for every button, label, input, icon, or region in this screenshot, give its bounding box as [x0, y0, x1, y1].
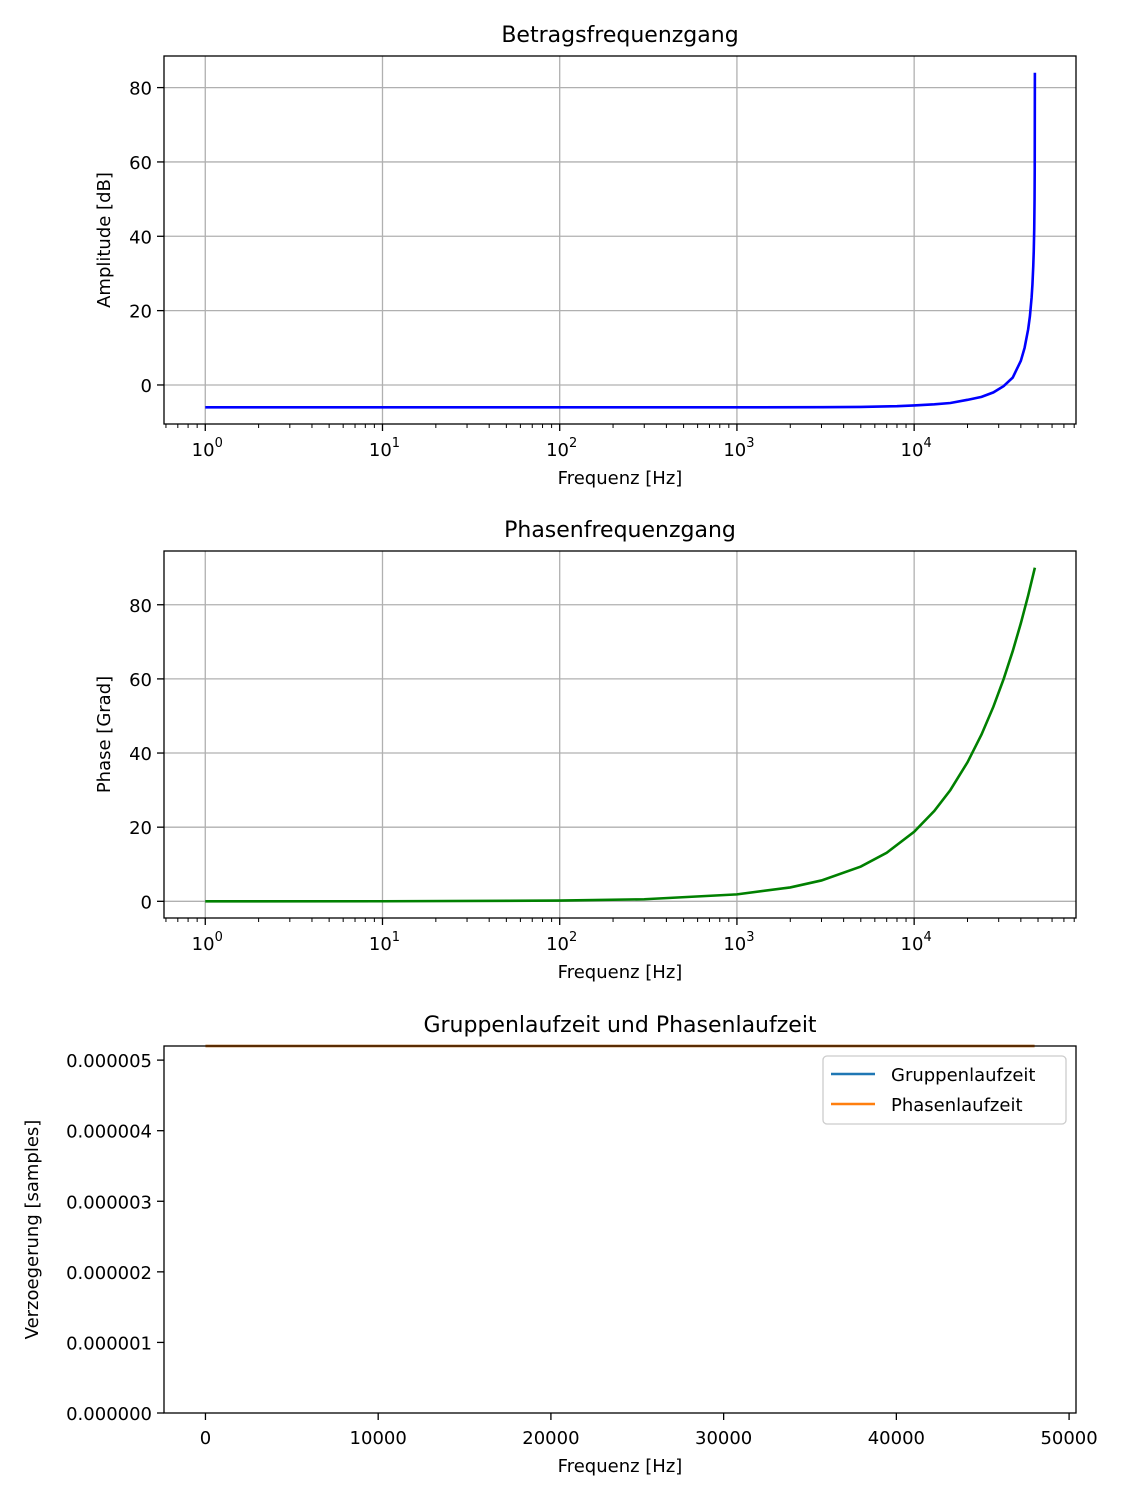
x-tick-label-base: 10 [369, 440, 392, 461]
legend-label-2: Phasenlaufzeit [891, 1095, 1023, 1116]
x-tick-label: 102 [546, 436, 577, 461]
x-tick-label-base: 10 [723, 934, 746, 955]
x-tick-label-base: 10 [901, 934, 924, 955]
y-tick-label: 40 [129, 744, 152, 765]
y-axis-label: Phase [Grad] [94, 676, 115, 793]
y-tick-label: 0.000003 [66, 1192, 152, 1213]
y-tick-label: 0.000002 [66, 1263, 152, 1284]
x-tick-label-exponent: 0 [215, 930, 223, 945]
x-tick-label: 102 [546, 930, 577, 955]
legend-box [822, 1055, 1067, 1125]
x-tick-label: 100 [192, 930, 223, 955]
y-tick-label: 0.000001 [66, 1333, 152, 1354]
x-tick-label-base: 10 [723, 440, 746, 461]
x-tick-label: 104 [901, 436, 932, 461]
x-tick-label: 30000 [695, 1428, 752, 1449]
y-tick-label: 0 [141, 892, 152, 913]
y-tick-label: 60 [129, 670, 152, 691]
x-tick-label-exponent: 2 [569, 436, 577, 451]
y-tick-label: 0.000005 [66, 1051, 152, 1072]
chart-title: Betragsfrequenzgang [501, 23, 738, 48]
x-tick-label: 0 [200, 1428, 211, 1449]
x-tick-label-exponent: 1 [392, 436, 400, 451]
x-axis-label: Frequenz [Hz] [558, 468, 683, 489]
x-tick-label-exponent: 4 [923, 436, 931, 451]
y-tick-label: 20 [129, 818, 152, 839]
y-tick-label: 60 [129, 153, 152, 174]
chart-title: Gruppenlaufzeit und Phasenlaufzeit [423, 1013, 816, 1038]
y-tick-label: 40 [129, 227, 152, 248]
y-tick-label: 20 [129, 302, 152, 323]
x-tick-label-exponent: 0 [215, 436, 223, 451]
x-tick-label: 10000 [350, 1428, 407, 1449]
x-axis-label: Frequenz [Hz] [558, 962, 683, 983]
legend: Gruppenlaufzeit Phasenlaufzeit [822, 1055, 1067, 1125]
x-tick-label-exponent: 3 [746, 436, 754, 451]
axes-frame [163, 550, 1077, 919]
x-tick-label-base: 10 [901, 440, 924, 461]
x-tick-label: 100 [192, 436, 223, 461]
x-axis-label: Frequenz [Hz] [558, 1456, 683, 1477]
y-tick-label: 80 [129, 79, 152, 100]
chart-title: Phasenfrequenzgang [504, 518, 736, 543]
y-tick-label: 0 [141, 376, 152, 397]
x-tick-label: 101 [369, 436, 400, 461]
x-tick-label: 50000 [1040, 1428, 1097, 1449]
y-tick-label: 0.000004 [66, 1122, 152, 1143]
axes-frame [163, 55, 1077, 425]
y-axis-label: Amplitude [dB] [94, 172, 115, 308]
x-tick-label-base: 10 [546, 934, 569, 955]
x-tick-label: 103 [723, 436, 754, 461]
x-tick-label: 104 [901, 930, 932, 955]
chart-2: 100 101 102 103 104020406080Phasenfrequenzga… [94, 518, 1077, 983]
x-tick-label: 101 [369, 930, 400, 955]
y-axis-label: Verzoegerung [samples] [22, 1120, 43, 1340]
chart-1: 100 101 102 103 104020406080Betragsfrequenzg… [94, 23, 1077, 489]
x-tick-label: 103 [723, 930, 754, 955]
x-tick-label-exponent: 4 [923, 930, 931, 945]
x-tick-label: 20000 [522, 1428, 579, 1449]
y-tick-label: 80 [129, 596, 152, 617]
x-tick-label-exponent: 3 [746, 930, 754, 945]
x-tick-label-base: 10 [192, 934, 215, 955]
x-tick-label-exponent: 2 [569, 930, 577, 945]
series-line-1 [205, 72, 1037, 409]
legend-label-1: Gruppenlaufzeit [891, 1065, 1035, 1086]
x-tick-label-base: 10 [546, 440, 569, 461]
axes-frame [163, 1045, 1077, 1414]
x-tick-label-exponent: 1 [392, 930, 400, 945]
x-tick-label-base: 10 [192, 440, 215, 461]
x-tick-label-base: 10 [369, 934, 392, 955]
series-line-1 [205, 567, 1037, 903]
x-tick-label: 40000 [868, 1428, 925, 1449]
y-tick-label: 0.000000 [66, 1404, 152, 1425]
chart-3: 0 10000 20000 30000 40000 50000 0.000000 0.0000… [22, 1013, 1098, 1477]
